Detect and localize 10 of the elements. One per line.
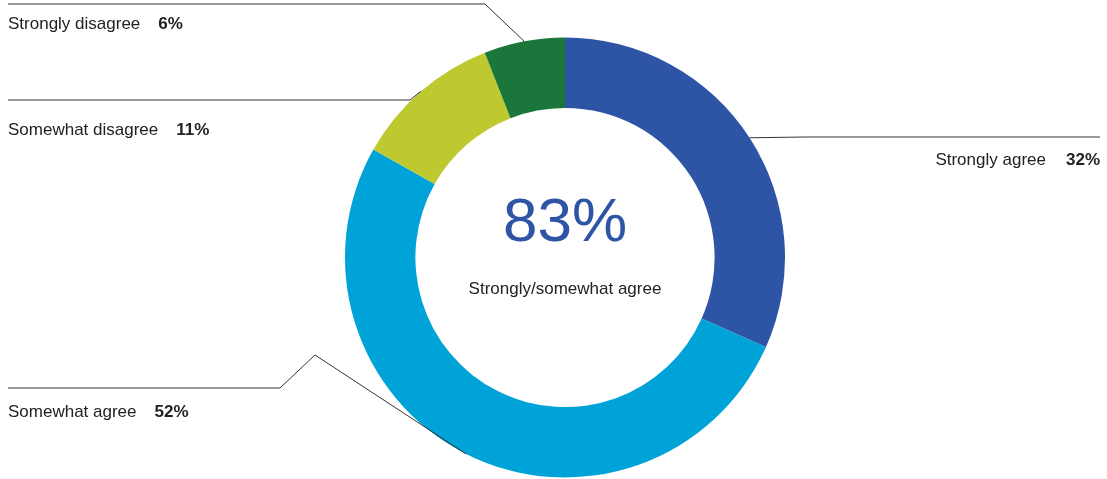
data-label: 32% <box>1065 150 1100 169</box>
slice-label: Somewhat agree <box>8 402 137 421</box>
data-label: 11% <box>176 120 210 139</box>
slice-label: Strongly disagree <box>8 14 141 33</box>
slice-label: Strongly agree <box>935 150 1046 169</box>
text: 83% <box>502 184 628 254</box>
slice-label: Somewhat disagree <box>8 120 159 139</box>
text: Strongly/somewhat agree <box>468 278 662 298</box>
data-label: 6% <box>158 14 183 33</box>
data-label: 52% <box>154 402 189 421</box>
